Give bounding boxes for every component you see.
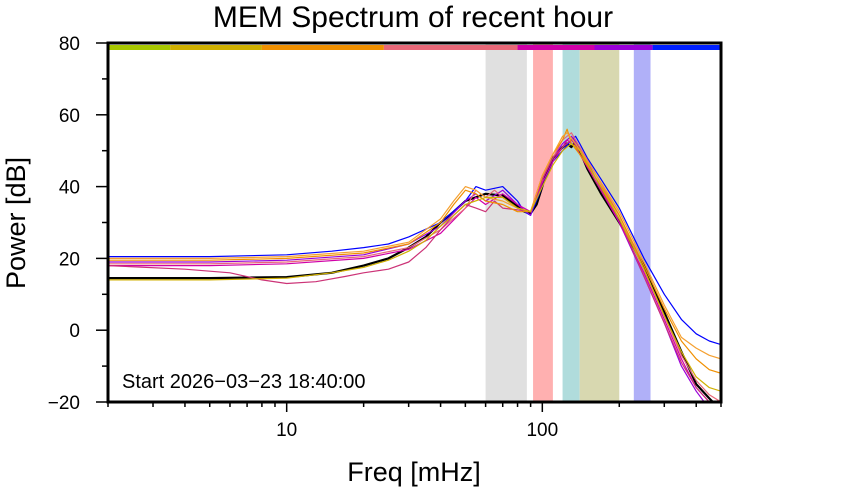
color-bar-segment-5 [517, 45, 595, 50]
spectrum-line-5 [108, 132, 721, 402]
frequency-band-3 [562, 43, 580, 402]
frequency-band-4 [579, 43, 620, 402]
frequency-band-1 [485, 43, 527, 402]
y-tick-label: −20 [48, 393, 80, 414]
chart-title: MEM Spectrum of recent hour [213, 1, 613, 34]
color-bar-segment-6 [594, 45, 653, 50]
y-tick-label: 60 [59, 106, 80, 127]
x-axis-label: Freq [mHz] [347, 457, 481, 487]
spectrum-series [108, 128, 721, 402]
x-tick-label: 100 [526, 420, 558, 441]
spectrum-line-7 [108, 128, 721, 374]
spectrum-line-8 [108, 132, 721, 360]
start-time-annotation: Start 2026−03−23 18:40:00 [122, 371, 366, 393]
color-bar [108, 45, 721, 50]
y-axis-label: Power [dB] [1, 157, 31, 289]
y-tick-label: 0 [69, 321, 80, 342]
spectrum-line-9 [108, 142, 721, 392]
frequency-band-2 [533, 43, 553, 402]
spectrum-line-2 [108, 135, 721, 346]
color-bar-segment-4 [383, 45, 518, 50]
color-bar-segment-7 [652, 45, 721, 50]
y-tick-label: 20 [59, 249, 80, 270]
x-axis-ticks: 10 100 [107, 402, 722, 441]
y-axis-ticks: −20 0 20 40 60 80 [48, 34, 108, 414]
color-bar-segment-2 [170, 45, 262, 50]
plot-frame [106, 41, 723, 404]
color-bar-segment-3 [261, 45, 384, 50]
color-bar-segment-1 [108, 45, 171, 50]
x-tick-label: 10 [276, 420, 297, 441]
frequency-band-5 [633, 43, 651, 402]
y-tick-label: 80 [59, 34, 80, 55]
spectrum-line-4 [108, 139, 710, 402]
spectrum-line-1 [108, 140, 715, 402]
y-tick-label: 40 [59, 178, 80, 199]
